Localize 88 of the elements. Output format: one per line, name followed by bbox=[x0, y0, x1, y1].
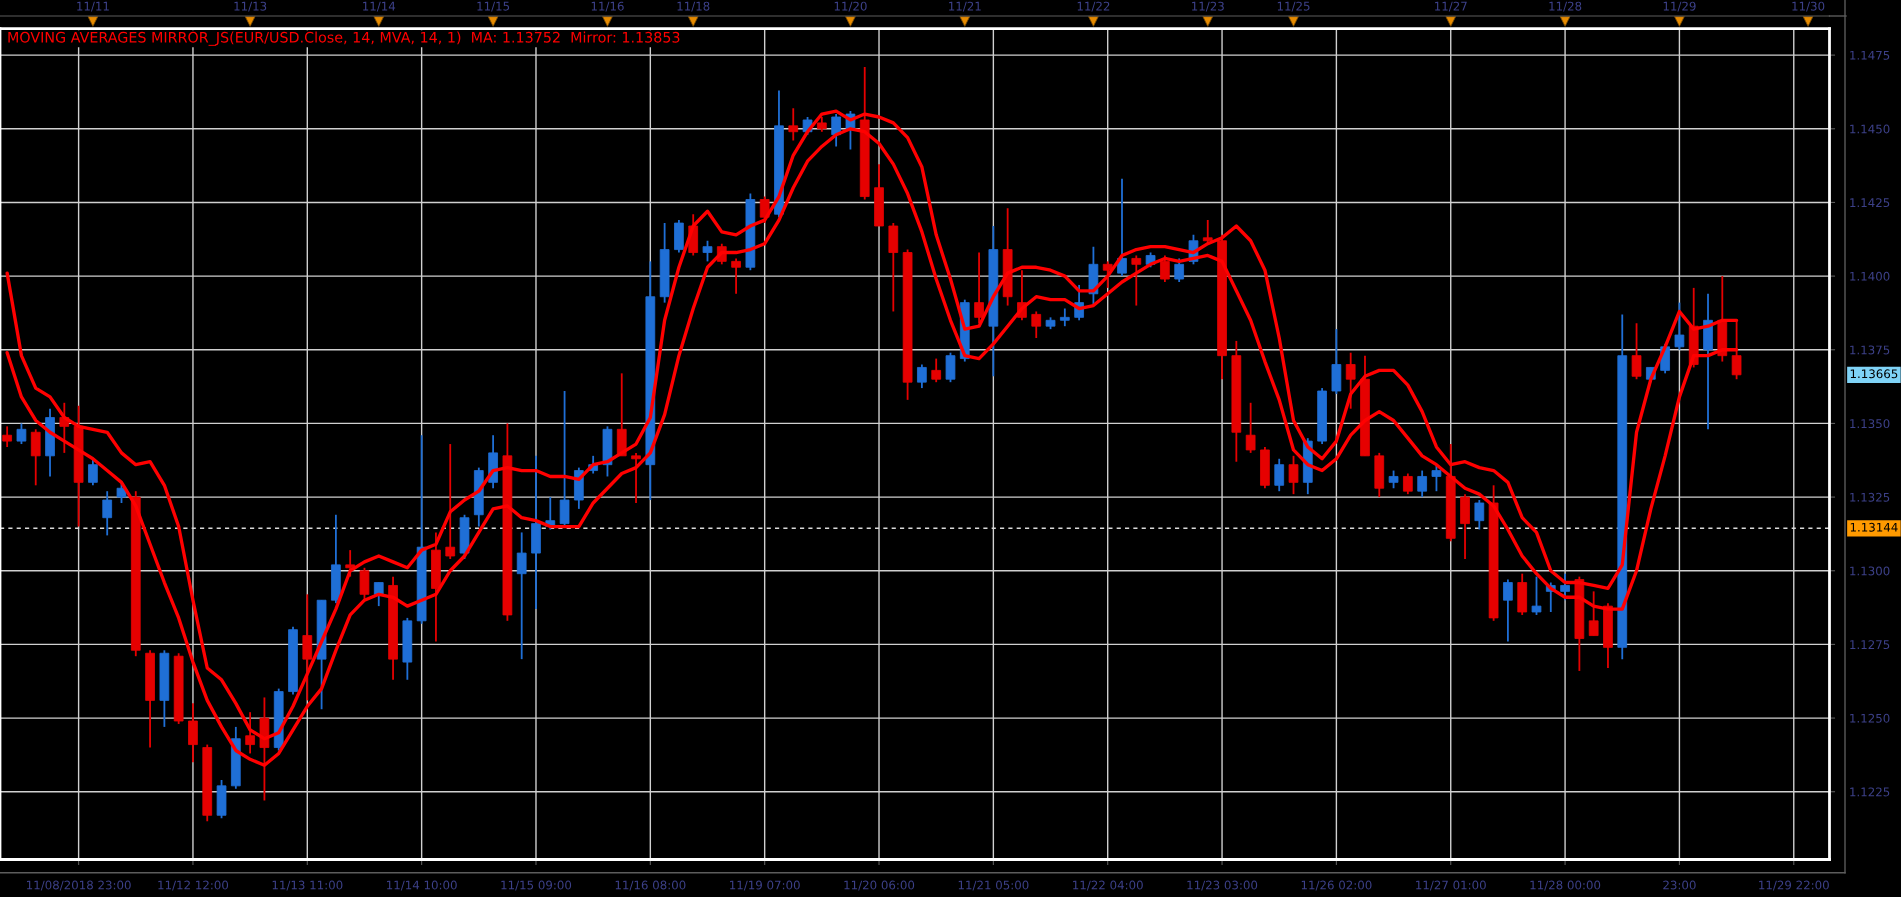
candlestick bbox=[302, 593, 313, 702]
candlestick bbox=[1631, 322, 1642, 381]
x-tick-label: 11/20 06:00 bbox=[844, 880, 915, 891]
candlestick bbox=[1474, 499, 1485, 531]
candlestick bbox=[917, 363, 927, 389]
candlestick bbox=[1674, 301, 1685, 351]
candlestick bbox=[931, 357, 942, 384]
candlestick bbox=[945, 351, 956, 384]
category-label: 11/22 bbox=[1077, 1, 1110, 12]
candlestick bbox=[702, 239, 713, 263]
y-tick-label: 1.1425 bbox=[1850, 198, 1890, 208]
x-tick-label: 11/19 07:00 bbox=[730, 880, 800, 891]
candlestick bbox=[1560, 572, 1570, 602]
x-tick-label: 11/21 05:00 bbox=[958, 880, 1029, 891]
candlestick bbox=[559, 390, 570, 528]
y-tick-label: 1.1350 bbox=[1850, 419, 1890, 429]
category-label: 11/30 bbox=[1792, 1, 1825, 12]
candlestick bbox=[1345, 351, 1356, 410]
y-tick-label: 1.1225 bbox=[1850, 787, 1890, 797]
candlestick bbox=[188, 702, 198, 764]
y-tick-label: 1.1300 bbox=[1850, 566, 1890, 576]
candlestick bbox=[102, 490, 113, 537]
candlestick bbox=[1131, 254, 1142, 307]
candlestick bbox=[1588, 590, 1599, 637]
candlestick bbox=[1174, 257, 1185, 283]
x-tick-label: 11/28 00:00 bbox=[1530, 880, 1601, 891]
chart-title: MOVING AVERAGES MIRROR_JS(EUR/USD.Close, 14, MVA, 14, 1) MA: 1.13752 Mirror: 1.13853 bbox=[8, 31, 680, 46]
x-tick-label: 11/29 22:00 bbox=[1759, 880, 1829, 891]
candlestick bbox=[373, 581, 384, 608]
y-tick-label: 1.1275 bbox=[1850, 640, 1890, 650]
x-tick-label: 11/26 02:00 bbox=[1301, 880, 1372, 891]
category-label: 11/18 bbox=[677, 1, 710, 12]
candlestick bbox=[788, 107, 799, 142]
category-label: 11/20 bbox=[834, 1, 867, 12]
x-tick-label: 11/22 04:00 bbox=[1073, 880, 1143, 891]
x-tick-label: 11/15 09:00 bbox=[501, 880, 572, 891]
category-label: 11/15 bbox=[477, 1, 510, 12]
candlestick bbox=[1731, 319, 1742, 381]
candlestick bbox=[30, 428, 41, 487]
x-tick-label: 11/08/2018 23:00 bbox=[27, 880, 131, 891]
x-tick-label: 11/23 03:00 bbox=[1187, 880, 1258, 891]
y-tick-label: 1.1250 bbox=[1850, 713, 1890, 723]
candlestick bbox=[445, 443, 456, 560]
candlestick bbox=[516, 531, 527, 661]
category-label: 11/28 bbox=[1549, 1, 1582, 12]
x-tick-label: 11/13 11:00 bbox=[272, 880, 343, 891]
text: 1.13665 bbox=[1850, 369, 1898, 379]
candlestick bbox=[1531, 575, 1542, 616]
candlestick bbox=[631, 451, 641, 504]
candlestick bbox=[1245, 401, 1256, 454]
category-label: 11/25 bbox=[1277, 1, 1310, 12]
candlestick bbox=[1102, 260, 1113, 289]
candlestick bbox=[245, 711, 255, 755]
category-label: 11/13 bbox=[234, 1, 267, 12]
candlestick bbox=[345, 549, 356, 578]
candlestick bbox=[759, 195, 770, 224]
candlestick bbox=[1031, 310, 1042, 339]
x-tick-label: 11/16 08:00 bbox=[615, 880, 686, 891]
category-label: 11/14 bbox=[363, 1, 396, 12]
candlestick bbox=[1503, 578, 1513, 643]
candlestick bbox=[1202, 219, 1213, 245]
category-label: 11/16 bbox=[591, 1, 624, 12]
category-label: 11/27 bbox=[1435, 1, 1467, 12]
ref-line-label: 1.13144 bbox=[1850, 522, 1898, 532]
x-tick-label: 11/27 01:00 bbox=[1416, 880, 1486, 891]
candlestick bbox=[1417, 469, 1427, 498]
category-label: 11/21 bbox=[949, 1, 981, 12]
y-tick-label: 1.1400 bbox=[1850, 271, 1890, 281]
category-label: 11/23 bbox=[1192, 1, 1224, 12]
x-tick-label: 11/12 12:00 bbox=[158, 880, 229, 891]
y-tick-label: 1.1450 bbox=[1850, 124, 1890, 134]
candlestick bbox=[1160, 254, 1170, 283]
candlestick bbox=[731, 257, 741, 295]
y-tick-label: 1.1325 bbox=[1850, 492, 1890, 502]
x-tick-label: 23:00 bbox=[1663, 880, 1696, 890]
candlestick bbox=[974, 251, 984, 325]
x-tick-label: 11/14 10:00 bbox=[387, 880, 457, 891]
candlestick bbox=[1288, 454, 1299, 496]
candlestick bbox=[1274, 457, 1285, 493]
candlestick bbox=[1403, 472, 1413, 496]
candlestick bbox=[831, 113, 841, 148]
category-label: 11/29 bbox=[1663, 1, 1696, 12]
category-label: 11/11 bbox=[77, 1, 109, 12]
y-tick-label: 1.1475 bbox=[1850, 51, 1890, 60]
y-tick-label: 1.1375 bbox=[1850, 345, 1890, 355]
candlestick bbox=[1117, 177, 1127, 278]
candlestick bbox=[16, 422, 27, 445]
candlestick bbox=[2, 425, 12, 448]
